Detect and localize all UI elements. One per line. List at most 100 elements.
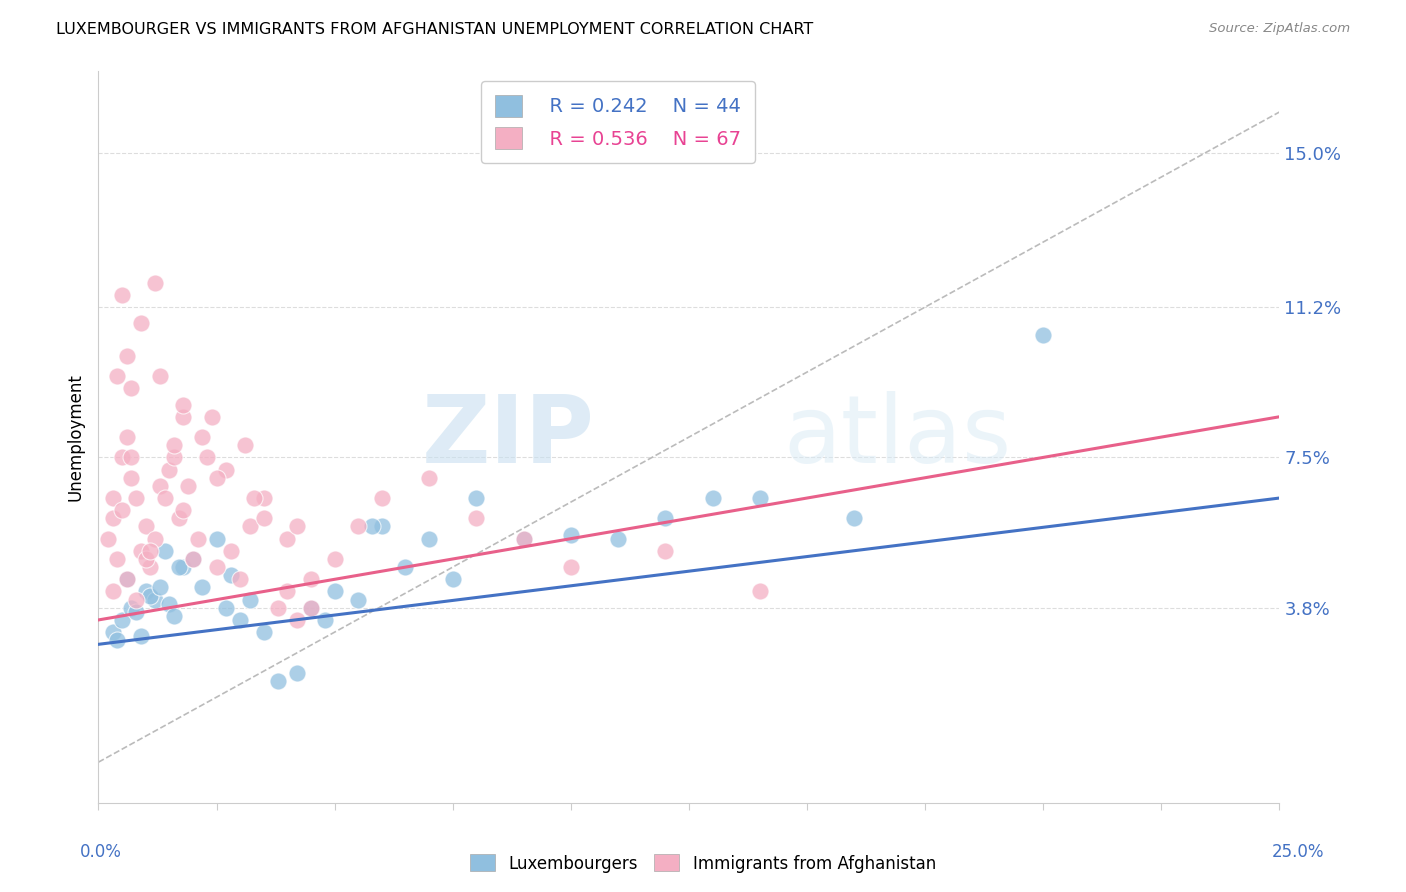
Point xyxy=(299,600,322,615)
Point xyxy=(512,532,534,546)
Point xyxy=(205,560,228,574)
Point xyxy=(748,584,770,599)
Text: LUXEMBOURGER VS IMMIGRANTS FROM AFGHANISTAN UNEMPLOYMENT CORRELATION CHART: LUXEMBOURGER VS IMMIGRANTS FROM AFGHANIS… xyxy=(56,22,814,37)
Point xyxy=(105,633,128,648)
Point xyxy=(115,572,138,586)
Point xyxy=(465,511,488,525)
Point xyxy=(239,519,262,533)
Point xyxy=(748,491,770,505)
Point xyxy=(172,503,194,517)
Point xyxy=(654,511,676,525)
Point xyxy=(135,519,157,533)
Point xyxy=(157,597,180,611)
Point xyxy=(143,276,166,290)
Point xyxy=(125,592,148,607)
Point xyxy=(172,398,194,412)
Point xyxy=(191,430,214,444)
Point xyxy=(560,527,582,541)
Point xyxy=(172,409,194,424)
Point xyxy=(267,673,290,688)
Point xyxy=(167,560,190,574)
Point xyxy=(844,511,866,525)
Point xyxy=(163,450,186,465)
Point xyxy=(121,381,143,395)
Point xyxy=(97,532,120,546)
Point xyxy=(111,288,134,302)
Point xyxy=(560,560,582,574)
Text: 0.0%: 0.0% xyxy=(80,843,122,861)
Point xyxy=(135,584,157,599)
Point xyxy=(111,613,134,627)
Point xyxy=(101,511,124,525)
Point xyxy=(172,560,194,574)
Point xyxy=(143,592,166,607)
Text: 25.0%: 25.0% xyxy=(1271,843,1324,861)
Point xyxy=(215,600,238,615)
Point xyxy=(229,572,252,586)
Point xyxy=(201,409,224,424)
Point xyxy=(157,462,180,476)
Legend:   R = 0.242    N = 44,   R = 0.536    N = 67: R = 0.242 N = 44, R = 0.536 N = 67 xyxy=(481,81,755,163)
Point xyxy=(121,450,143,465)
Point xyxy=(219,568,242,582)
Point xyxy=(394,560,416,574)
Point xyxy=(139,560,162,574)
Point xyxy=(181,552,204,566)
Point xyxy=(101,491,124,505)
Point xyxy=(418,532,440,546)
Point xyxy=(285,665,308,680)
Point xyxy=(607,532,630,546)
Point xyxy=(233,438,256,452)
Point xyxy=(125,491,148,505)
Point xyxy=(285,613,308,627)
Point xyxy=(149,581,172,595)
Point xyxy=(163,438,186,452)
Point xyxy=(205,471,228,485)
Point xyxy=(135,552,157,566)
Point xyxy=(153,544,176,558)
Point xyxy=(1032,328,1054,343)
Point xyxy=(361,519,384,533)
Point xyxy=(111,450,134,465)
Text: Source: ZipAtlas.com: Source: ZipAtlas.com xyxy=(1209,22,1350,36)
Point xyxy=(253,491,276,505)
Point xyxy=(215,462,238,476)
Point xyxy=(229,613,252,627)
Point xyxy=(111,503,134,517)
Point xyxy=(347,592,370,607)
Point xyxy=(205,532,228,546)
Point xyxy=(129,544,152,558)
Point xyxy=(121,600,143,615)
Point xyxy=(139,544,162,558)
Point xyxy=(512,532,534,546)
Point xyxy=(115,572,138,586)
Text: atlas: atlas xyxy=(783,391,1012,483)
Point xyxy=(239,592,262,607)
Point xyxy=(143,532,166,546)
Point xyxy=(105,369,128,384)
Point xyxy=(418,471,440,485)
Y-axis label: Unemployment: Unemployment xyxy=(66,373,84,501)
Point xyxy=(299,572,322,586)
Point xyxy=(101,625,124,640)
Point xyxy=(253,625,276,640)
Point xyxy=(323,584,346,599)
Point xyxy=(371,491,394,505)
Point xyxy=(125,605,148,619)
Point xyxy=(191,581,214,595)
Point xyxy=(163,608,186,623)
Point xyxy=(181,552,204,566)
Point xyxy=(654,544,676,558)
Point xyxy=(702,491,724,505)
Point xyxy=(187,532,209,546)
Point xyxy=(121,471,143,485)
Point xyxy=(195,450,218,465)
Point xyxy=(347,519,370,533)
Point xyxy=(115,430,138,444)
Point xyxy=(139,589,162,603)
Point xyxy=(219,544,242,558)
Point xyxy=(149,369,172,384)
Point xyxy=(153,491,176,505)
Point xyxy=(129,316,152,330)
Point xyxy=(115,349,138,363)
